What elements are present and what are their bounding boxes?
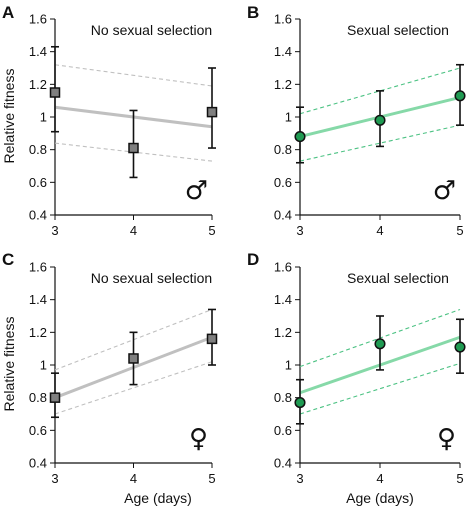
panel-b-ytick-label: 1.4 [274, 44, 292, 59]
panel-d-xtick-label: 5 [456, 471, 463, 486]
panel-b-ytick-label: 1.2 [274, 77, 292, 92]
panel-d-data-point [374, 338, 386, 350]
panel-a-data-point [206, 106, 218, 118]
panel-d-ci-lower [299, 362, 461, 415]
panel-b-ytick-label: 0.4 [274, 208, 292, 223]
ylabel-bottom: Relative fitness [1, 317, 17, 412]
panel-a-label: A [2, 3, 14, 22]
panel-a-sex-symbol-icon: ♂ [185, 176, 208, 206]
panel-b-data-point [374, 114, 386, 126]
panel-c-label: C [2, 250, 14, 269]
panel-b-ytick-label: 0.8 [274, 142, 292, 157]
panel-c-data-point [128, 353, 139, 364]
panel-d-data-point [454, 341, 466, 353]
ylabel-top: Relative fitness [1, 69, 17, 164]
panel-a-ci-upper [54, 64, 213, 87]
panel-c-data-point [49, 392, 61, 403]
panel-a-data-point [128, 142, 139, 154]
panel-d-ytick-label: 0.8 [274, 390, 292, 405]
panel-a-title: No sexual selection [91, 22, 212, 38]
panel-d-data-point [294, 397, 306, 409]
panel-a-xtick-label: 5 [208, 223, 215, 238]
panel-c-ytick-label: 1.2 [29, 325, 47, 340]
panel-d-xtick-label: 4 [376, 471, 383, 486]
panel-a-ytick-label: 1.6 [29, 12, 47, 27]
panel-c-data-point [206, 333, 218, 345]
panel-a-ytick-label: 0.8 [29, 142, 47, 157]
panel-b-xtick-label: 5 [456, 223, 463, 238]
panel-b-data-point [294, 131, 306, 143]
panel-b-ytick-label: 1.6 [274, 12, 292, 27]
panel-c-title: No sexual selection [91, 270, 212, 286]
panel-b-ci-lower [299, 124, 461, 162]
xlabel-right: Age (days) [346, 490, 414, 506]
xlabel-left: Age (days) [124, 490, 192, 506]
panel-c-xtick-label: 5 [208, 471, 215, 486]
panel-d-sex-symbol-icon: ♀ [437, 424, 456, 454]
panel-b-ytick-label: 1 [285, 110, 292, 125]
panel-a-ytick-label: 0.6 [29, 175, 47, 190]
panel-c-ytick-label: 0.4 [29, 456, 47, 471]
panel-a-xtick-label: 4 [130, 223, 137, 238]
panel-b-xtick-label: 4 [376, 223, 383, 238]
panel-c-xtick-label: 4 [130, 471, 137, 486]
panel-c-ytick-label: 0.6 [29, 423, 47, 438]
panel-d-ytick-label: 1.4 [274, 292, 292, 307]
panel-d-ytick-label: 1.2 [274, 325, 292, 340]
panel-d-ytick-label: 1 [285, 358, 292, 373]
panel-d-ytick-label: 0.4 [274, 456, 292, 471]
panel-c-ytick-label: 0.8 [29, 390, 47, 405]
panel-b-xtick-label: 3 [296, 223, 303, 238]
panel-d-xtick-label: 3 [296, 471, 303, 486]
panel-d-ytick-label: 0.6 [274, 423, 292, 438]
panel-a-ytick-label: 1.4 [29, 44, 47, 59]
panel-c-sex-symbol-icon: ♀ [189, 424, 208, 454]
panel-a-xtick-label: 3 [51, 223, 58, 238]
panel-c-ytick-label: 1.6 [29, 260, 47, 275]
panel-d-ytick-label: 1.6 [274, 260, 292, 275]
panel-a-ytick-label: 1.2 [29, 77, 47, 92]
panel-c-ytick-label: 1 [40, 358, 47, 373]
panel-a-ytick-label: 1 [40, 110, 47, 125]
panel-c-xtick-label: 3 [51, 471, 58, 486]
panel-b-sex-symbol-icon: ♂ [433, 176, 456, 206]
panel-b-label: B [247, 3, 259, 22]
panel-d-label: D [247, 250, 259, 269]
panel-d-title: Sexual selection [347, 270, 449, 286]
panel-c-ytick-label: 1.4 [29, 292, 47, 307]
panel-b-title: Sexual selection [347, 22, 449, 38]
panel-b-data-point [454, 90, 466, 102]
panel-a-ytick-label: 0.4 [29, 208, 47, 223]
panel-b-ytick-label: 0.6 [274, 175, 292, 190]
panel-a-data-point [49, 87, 61, 98]
